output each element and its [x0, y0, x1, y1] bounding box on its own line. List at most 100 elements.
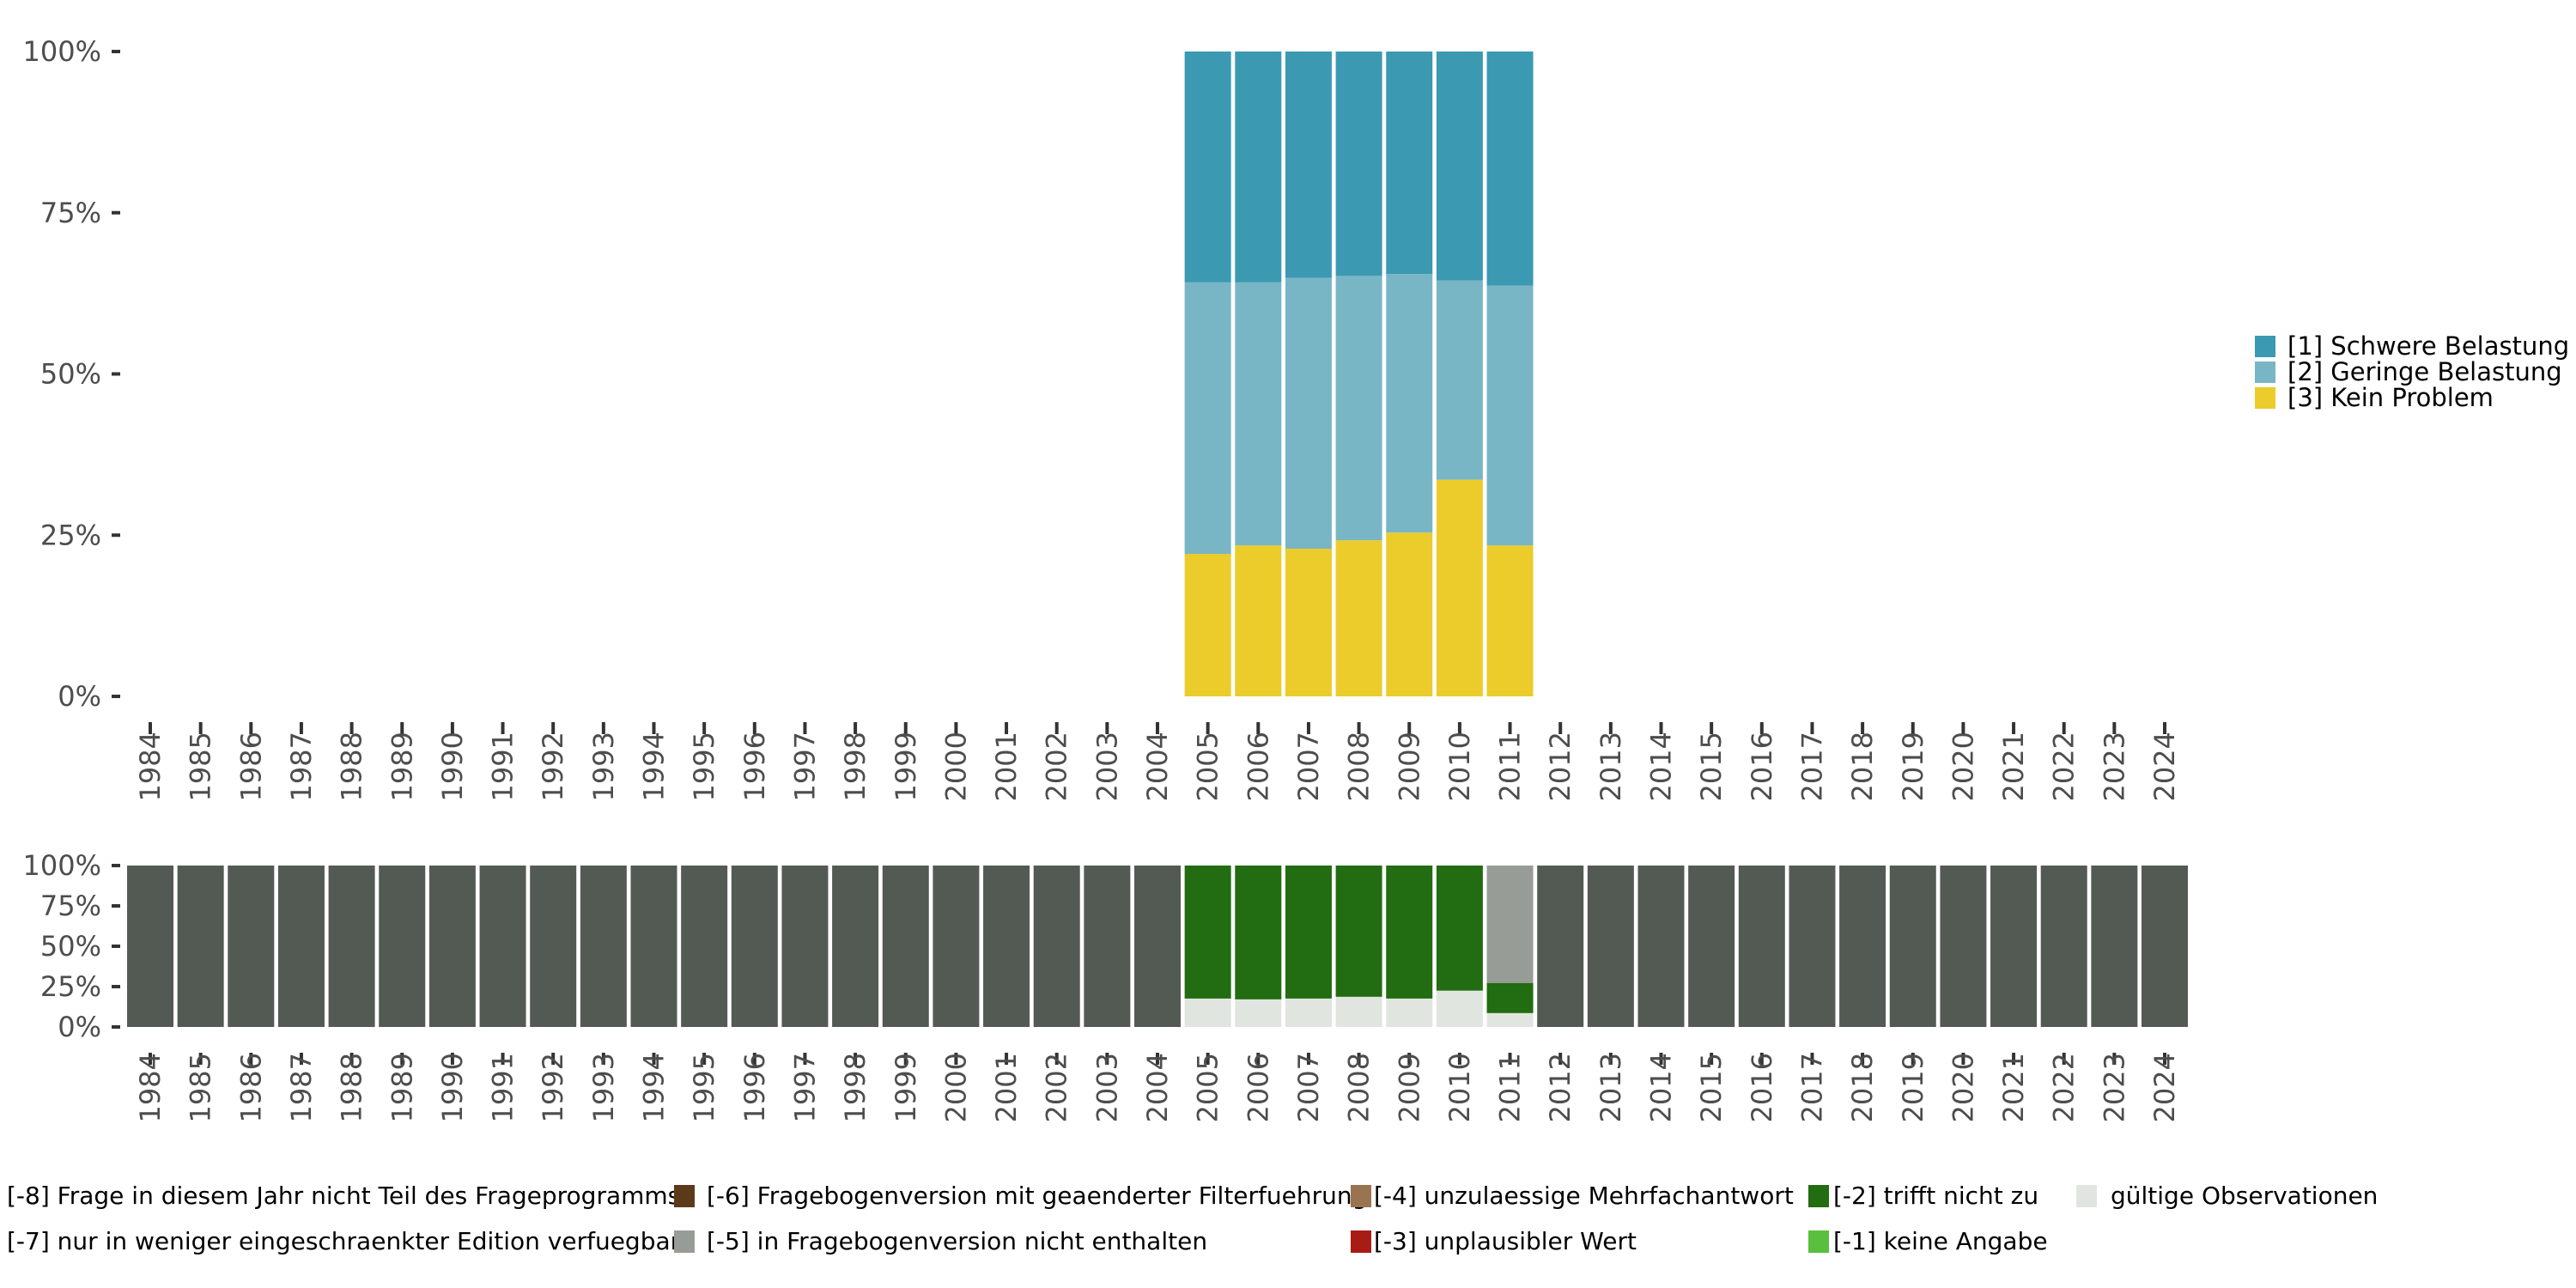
bottom-x-tick-label: 2002 — [1041, 1053, 1073, 1122]
top-x-tick-label: 2011 — [1494, 732, 1527, 801]
legend-label: [-7] nur in weniger eingeschraenkter Edi… — [7, 1227, 681, 1255]
legend-key — [1808, 1185, 1829, 1207]
top-bar-segment-2009 — [1386, 52, 1433, 275]
bottom-bar-segment-2020 — [1940, 866, 1987, 1027]
top-x-tick-label: 2014 — [1645, 732, 1678, 801]
top-bar-segment-2011 — [1486, 285, 1534, 546]
top-bar-segment-2007 — [1285, 52, 1332, 278]
top-bar-segment-2010 — [1436, 280, 1483, 480]
legend-label: [2] Geringe Belastung — [2287, 357, 2562, 386]
bottom-x-tick-label: 1990 — [436, 1053, 469, 1122]
top-x-tick-label: 2000 — [939, 732, 972, 801]
bottom-x-tick-label: 2023 — [2098, 1053, 2130, 1122]
legend-key — [1351, 1185, 1371, 1207]
top-x-tick-label: 1995 — [688, 732, 720, 801]
top-x-tick-label: 1986 — [234, 732, 267, 801]
bottom-x-tick-label: 2018 — [1846, 1053, 1879, 1122]
bottom-bar-segment-1988 — [328, 866, 375, 1027]
bottom-bar-segment-2007 — [1285, 998, 1332, 1027]
bottom-bar-segment-1992 — [530, 866, 577, 1027]
top-bar-segment-2006 — [1235, 282, 1282, 546]
bottom-bar-segment-2001 — [983, 866, 1030, 1027]
top-x-tick-label: 2003 — [1091, 732, 1123, 801]
top-x-tick-label: 2022 — [2048, 732, 2081, 801]
top-x-tick-label: 2009 — [1393, 732, 1425, 801]
bottom-bar-segment-1986 — [228, 866, 275, 1027]
bottom-bar-segment-1999 — [882, 866, 929, 1027]
bottom-bar-segment-2004 — [1134, 866, 1181, 1027]
bottom-x-tick-label: 2009 — [1393, 1053, 1425, 1122]
bottom-bar-segment-2009 — [1386, 866, 1433, 999]
bottom-plot-missings: 0% 25% 50% 75% 100% 1984 1985 1986 1987 1988 1989 1… — [23, 849, 2188, 1122]
bottom-bar-segment-1991 — [479, 866, 526, 1027]
legend-label: [-1] keine Angabe — [1833, 1227, 2048, 1255]
bottom-bar-segment-2011 — [1486, 866, 1534, 983]
legend-label: [3] Kein Problem — [2287, 383, 2494, 412]
bottom-y-tick-label: 25% — [40, 970, 101, 1003]
top-x-tick-label: 2007 — [1292, 732, 1325, 801]
top-y-tick-label: 100% — [23, 35, 101, 68]
bottom-y-tick-label: 0% — [58, 1011, 101, 1043]
legend-label: [1] Schwere Belastung — [2287, 331, 2569, 361]
bottom-x-tick-label: 2024 — [2148, 1053, 2181, 1122]
legend-label: [-2] trifft nicht zu — [1833, 1182, 2038, 1210]
top-y-tick-label: 0% — [58, 680, 101, 713]
bottom-bar-segment-2010 — [1436, 990, 1483, 1027]
top-bar-segment-2005 — [1184, 554, 1231, 696]
top-x-tick-label: 2019 — [1897, 732, 1929, 801]
top-x-tick-label: 2010 — [1443, 732, 1476, 801]
bottom-bar-segment-2017 — [1789, 866, 1836, 1027]
top-x-tick-label: 1988 — [336, 732, 368, 801]
top-x-tick-label: 2018 — [1846, 732, 1879, 801]
bottom-x-tick-label: 2017 — [1795, 1053, 1828, 1122]
bottom-bar-segment-2011 — [1486, 1012, 1534, 1027]
bottom-x-tick-label: 1995 — [688, 1053, 720, 1122]
bottom-x-tick-label: 1993 — [587, 1053, 620, 1122]
top-bar-segment-2006 — [1235, 545, 1282, 696]
bottom-bar-segment-1996 — [731, 866, 778, 1027]
top-plot-distribution: 0% 25% 50% 75% 100% 1984 1985 1986 1987 1988 1989 1… — [23, 35, 2181, 801]
bottom-bar-segment-2000 — [933, 866, 980, 1027]
bottom-bar-segment-2012 — [1537, 866, 1584, 1027]
top-bar-segment-2009 — [1386, 274, 1433, 533]
bottom-bar-segment-2014 — [1637, 866, 1685, 1027]
top-bar-segment-2005 — [1184, 282, 1231, 555]
top-x-tick-label: 2006 — [1242, 732, 1274, 801]
bottom-x-tick-label: 1989 — [386, 1053, 418, 1122]
bottom-bar-segment-2006 — [1235, 866, 1282, 999]
top-x-tick-label: 1989 — [386, 732, 418, 801]
top-bar-segment-2011 — [1486, 52, 1534, 286]
bottom-bar-segment-2008 — [1335, 996, 1382, 1027]
bottom-bar-segment-2010 — [1436, 866, 1483, 991]
legend-key — [674, 1185, 695, 1207]
top-x-tick-label: 2016 — [1746, 732, 1778, 801]
bottom-bar-segment-1987 — [277, 866, 325, 1027]
bottom-bar-segment-1990 — [428, 866, 476, 1027]
bottom-bar-segment-1985 — [177, 866, 224, 1027]
top-bar-segment-2009 — [1386, 532, 1433, 696]
bottom-x-tick-label: 2016 — [1746, 1053, 1778, 1122]
bottom-x-tick-label: 1984 — [134, 1053, 167, 1122]
bottom-bar-segment-2019 — [1889, 866, 1936, 1027]
bottom-y-tick-label: 75% — [40, 890, 101, 922]
top-x-tick-label: 1987 — [285, 732, 318, 801]
top-bar-segment-2007 — [1285, 277, 1332, 550]
bottom-legend: [-8] Frage in diesem Jahr nicht Teil des… — [7, 1182, 2378, 1255]
legend-key — [1808, 1230, 1829, 1253]
top-x-tick-label: 1990 — [436, 732, 469, 801]
top-bar-segment-2008 — [1335, 540, 1382, 696]
bottom-x-tick-label: 2011 — [1494, 1053, 1527, 1122]
bottom-x-tick-label: 2020 — [1947, 1053, 1979, 1122]
top-x-tick-label: 2012 — [1544, 732, 1577, 801]
bottom-bar-segment-1994 — [630, 866, 677, 1027]
top-x-tick-label: 2004 — [1141, 732, 1174, 801]
top-bar-segment-2005 — [1184, 52, 1231, 283]
top-x-tick-label: 2013 — [1595, 732, 1627, 801]
legend-key — [2255, 387, 2275, 409]
legend-label: gültige Observationen — [2111, 1182, 2378, 1210]
bottom-bar-segment-2018 — [1839, 866, 1886, 1027]
bottom-x-tick-label: 2007 — [1292, 1053, 1325, 1122]
top-bar-segment-2008 — [1335, 276, 1382, 541]
bottom-x-tick-label: 2005 — [1192, 1053, 1224, 1122]
